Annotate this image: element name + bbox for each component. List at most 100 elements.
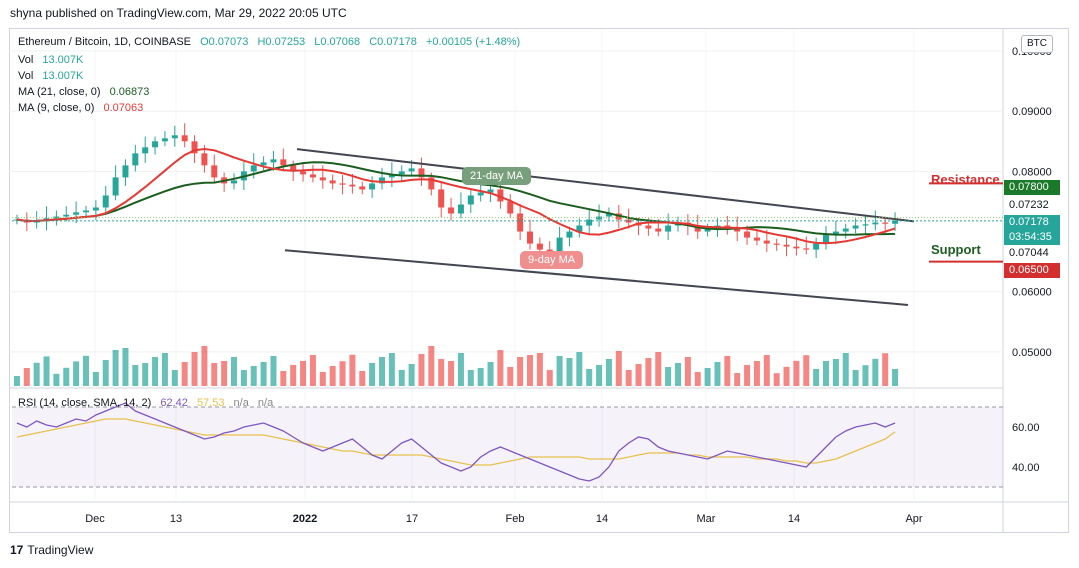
volume-bar (823, 361, 829, 386)
volume-bar (645, 358, 652, 386)
volume-bar (675, 363, 681, 386)
volume-bar (359, 371, 366, 386)
volume-bar (576, 352, 583, 386)
candle-body (527, 231, 533, 244)
open-value: O0.07073 (200, 36, 249, 48)
volume-bar (379, 357, 385, 386)
low-value: L0.07068 (314, 36, 361, 48)
last-price-label: 0.07178 (1004, 215, 1060, 230)
volume-bar (635, 364, 642, 386)
ma21-label[interactable]: MA (21, close, 0) (18, 86, 101, 98)
volume-bar (191, 352, 198, 386)
candle-body (704, 228, 711, 232)
ma9-label[interactable]: MA (9, close, 0) (18, 102, 95, 114)
channel-upper-line (296, 148, 915, 223)
volume-bar (724, 356, 731, 386)
candle-body (813, 243, 820, 250)
candle-body (388, 174, 395, 178)
vol-label: Vol (18, 54, 34, 66)
volume-bar (744, 365, 751, 386)
volume-bar (448, 361, 455, 386)
candle-body (773, 243, 780, 245)
candle-body (102, 195, 109, 208)
candle-body (645, 225, 652, 229)
volume-bar (240, 370, 247, 386)
ma9-price-label: 0.07044 (1004, 246, 1060, 261)
x-tick-label: 14 (788, 513, 800, 525)
candle-body (152, 141, 159, 148)
vol-value-2: 13.007K (42, 70, 84, 82)
volume-bar (300, 361, 307, 386)
volume-bar (83, 355, 89, 386)
candle-body (53, 216, 60, 219)
candle-body (832, 231, 839, 235)
volume-bar (892, 369, 899, 386)
rsi-extra-value: n/a (233, 397, 249, 409)
candle-body (270, 159, 277, 163)
candle-body (398, 171, 405, 175)
candle-body (556, 237, 563, 256)
candle-body (142, 147, 149, 154)
candle-body (763, 240, 770, 244)
volume-bar (457, 353, 464, 386)
candle-body (882, 222, 889, 224)
rsi-band (12, 407, 1003, 487)
volume-bar (862, 365, 869, 386)
volume-bar (102, 360, 109, 386)
rsi-extra-value-2: n/a (257, 397, 274, 409)
symbol-label[interactable]: Ethereum / Bitcoin, 1D, COINBASE (18, 36, 192, 48)
rsi-legend: RSI (14, close, SMA, 14, 2) 62.42 57.53 … (18, 397, 273, 409)
candle-body (73, 212, 80, 215)
ma9-annotation: 9-day MA (520, 251, 584, 269)
candle-body (753, 237, 760, 241)
rsi-label[interactable]: RSI (14, close, SMA, 14, 2) (18, 397, 152, 409)
candle-body (892, 220, 899, 224)
volume-bar (211, 363, 218, 386)
candle-body (418, 168, 425, 178)
volume-bar (586, 369, 593, 386)
volume-bar (122, 348, 129, 386)
volume-bar (517, 357, 524, 386)
change-value: +0.00105 (+1.48%) (425, 36, 521, 48)
candle-body (655, 228, 662, 232)
main-legend: Ethereum / Bitcoin, 1D, COINBASE O0.0707… (18, 36, 520, 48)
candle-body (122, 165, 129, 178)
volume-bar (704, 368, 711, 386)
volume-bar (280, 371, 287, 386)
candle-body (201, 153, 208, 166)
volume-bar (319, 372, 326, 386)
candle-body (379, 177, 385, 184)
volume-bar (497, 350, 504, 386)
volume-bar (694, 372, 701, 386)
volume-bar (221, 361, 228, 386)
footer: 17 TradingView (10, 543, 93, 557)
candle-body (63, 214, 70, 217)
ma9-value: 0.07063 (103, 102, 144, 114)
chart-frame (9, 28, 1069, 533)
candle-body (231, 180, 237, 184)
candle-body (694, 225, 701, 232)
volume-bar (467, 370, 474, 386)
candle-body (477, 192, 484, 196)
resistance-price-label: 0.07800 (1004, 180, 1060, 195)
candle-body (497, 189, 504, 202)
candle-body (369, 183, 376, 190)
candle-body (300, 171, 307, 175)
support-price-label: 0.06500 (1004, 263, 1060, 278)
footer-brand[interactable]: TradingView (27, 543, 94, 557)
volume-bar (684, 357, 691, 386)
vol-legend-1: Vol 13.007K (18, 54, 83, 66)
candle-body (408, 168, 415, 172)
volume-bar (290, 365, 297, 386)
candle-body (517, 213, 524, 232)
volume-bar (665, 367, 672, 386)
volume-bar (596, 365, 603, 386)
candle-body (457, 204, 464, 214)
candle-body (665, 225, 672, 232)
volume-bar (309, 355, 316, 386)
currency-button[interactable]: BTC (1021, 35, 1053, 53)
ma21-line (16, 161, 896, 236)
candle-body (487, 189, 494, 193)
volume-bar (793, 360, 800, 386)
